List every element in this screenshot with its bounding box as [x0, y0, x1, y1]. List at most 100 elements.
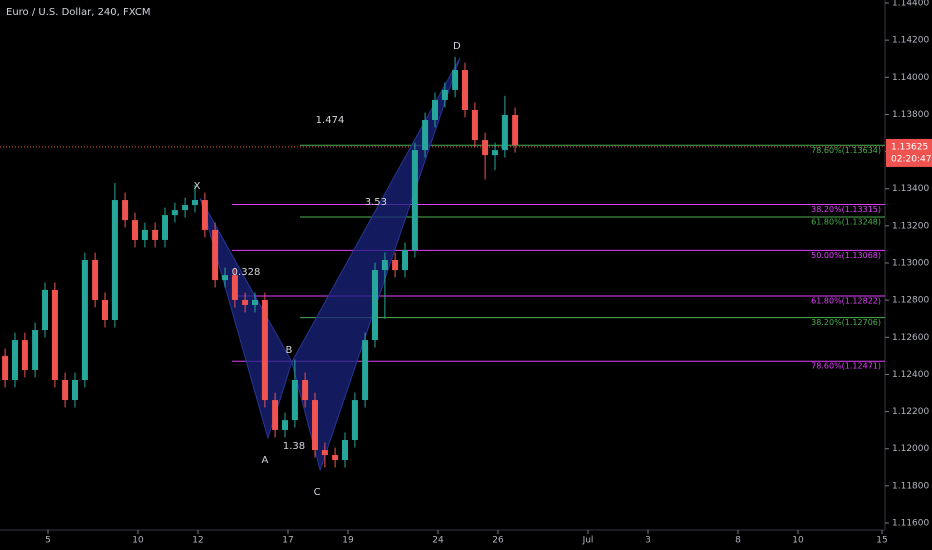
fib-level-label: 61.80%(1.13248) [811, 217, 881, 226]
fib-level-label: 78.60%(1.13634) [811, 146, 881, 155]
x-tick-label: 10 [132, 536, 144, 546]
candle-body [32, 330, 39, 370]
candle-body [252, 299, 258, 305]
pattern-ratio: 1.474 [316, 115, 345, 126]
candle-body [201, 200, 208, 230]
fib-level-label: 50.00%(1.13068) [811, 251, 881, 260]
x-tick-label: 26 [492, 536, 504, 546]
candle-body [81, 260, 88, 380]
x-tick-label: Jul [582, 536, 594, 546]
candle-body [92, 260, 99, 300]
pattern-triangle [199, 197, 293, 440]
y-tick-label: 1.12000 [892, 444, 929, 454]
candle-body [141, 229, 148, 240]
candle-body [332, 455, 339, 461]
x-tick-label: 5 [45, 536, 51, 546]
pattern-ratio: 1.38 [283, 441, 305, 452]
candle-body [422, 120, 429, 151]
last-price-label: 1.13625 [891, 142, 928, 152]
pattern-point-label: D [453, 41, 461, 52]
candle-body [132, 220, 138, 240]
x-tick-label: 3 [645, 536, 651, 546]
candle-body [242, 299, 249, 305]
candle-body [402, 250, 408, 271]
candle-body [462, 70, 468, 110]
x-tick-label: 8 [735, 536, 741, 546]
last-price-tag [886, 138, 932, 167]
candle-body [261, 299, 268, 401]
candle-body [282, 420, 288, 430]
candle-body [291, 380, 298, 421]
candle-body [122, 200, 129, 221]
candle-body [171, 210, 178, 216]
y-tick-label: 1.14000 [892, 73, 929, 83]
candle-body [482, 140, 489, 156]
pattern-point-label: A [261, 455, 268, 466]
candle-body [111, 200, 118, 321]
candle-body [512, 114, 519, 146]
fib-level-label: 61.80%(1.12822) [811, 297, 881, 306]
y-tick-label: 1.13000 [892, 259, 929, 269]
y-tick-label: 1.12400 [892, 370, 929, 380]
chart-title: Euro / U.S. Dollar, 240, FXCM [6, 7, 151, 18]
candle-body [432, 99, 438, 120]
y-tick-label: 1.13800 [892, 110, 929, 120]
pattern-ratio: 0.328 [232, 267, 261, 278]
y-tick-label: 1.11600 [892, 519, 929, 529]
candle-body [452, 70, 459, 90]
x-tick-label: 12 [192, 536, 203, 546]
candle-body [62, 380, 69, 401]
candle-body [222, 275, 228, 281]
y-tick-label: 1.14200 [892, 36, 929, 46]
candle-body [411, 150, 418, 250]
candle-body [492, 150, 498, 156]
candle-body [182, 205, 189, 211]
candle-body [51, 289, 58, 380]
candle-body [392, 260, 399, 271]
candle-body [21, 340, 28, 370]
y-tick-label: 1.12800 [892, 296, 929, 306]
candle-body [342, 439, 348, 461]
candle-body [471, 109, 478, 141]
y-tick-label: 1.14400 [892, 0, 929, 9]
pattern-point-label: B [285, 345, 292, 356]
candle-body [2, 355, 9, 380]
pattern-point-label: C [314, 487, 321, 498]
y-tick-label: 1.11800 [892, 481, 929, 491]
x-tick-label: 24 [432, 536, 444, 546]
candle-body [441, 89, 448, 100]
candle-body [102, 299, 108, 321]
candle-body [321, 450, 328, 456]
fib-level-label: 78.60%(1.12471) [811, 362, 881, 371]
candle-body [312, 400, 318, 451]
y-tick-label: 1.13200 [892, 221, 929, 231]
candle-body [272, 400, 279, 430]
fib-level-label: 38.20%(1.12706) [811, 318, 881, 327]
pattern-ratio: 3.53 [365, 197, 387, 208]
candle-body [42, 289, 48, 331]
x-tick-label: 10 [792, 536, 804, 546]
y-tick-label: 1.12200 [892, 407, 929, 417]
y-tick-label: 1.13400 [892, 184, 929, 194]
candle-body [231, 275, 238, 300]
candle-body [72, 380, 78, 401]
candle-body [192, 200, 198, 206]
candle-body [302, 380, 309, 401]
y-tick-label: 1.12600 [892, 333, 929, 343]
fib-level-label: 38.20%(1.13315) [811, 205, 881, 214]
candle-body [351, 400, 358, 440]
candle-body [501, 114, 508, 151]
x-tick-label: 17 [282, 536, 293, 546]
x-tick-label: 15 [876, 536, 887, 546]
candle-body [12, 340, 18, 380]
candle-body [381, 260, 388, 271]
countdown: 02:20:47 [891, 154, 931, 164]
x-tick-label: 19 [342, 536, 354, 546]
candle-body [152, 229, 159, 240]
candle-body [212, 229, 219, 281]
candle-body [372, 270, 378, 341]
pattern-point-label: X [194, 181, 201, 192]
candle-body [162, 215, 168, 240]
